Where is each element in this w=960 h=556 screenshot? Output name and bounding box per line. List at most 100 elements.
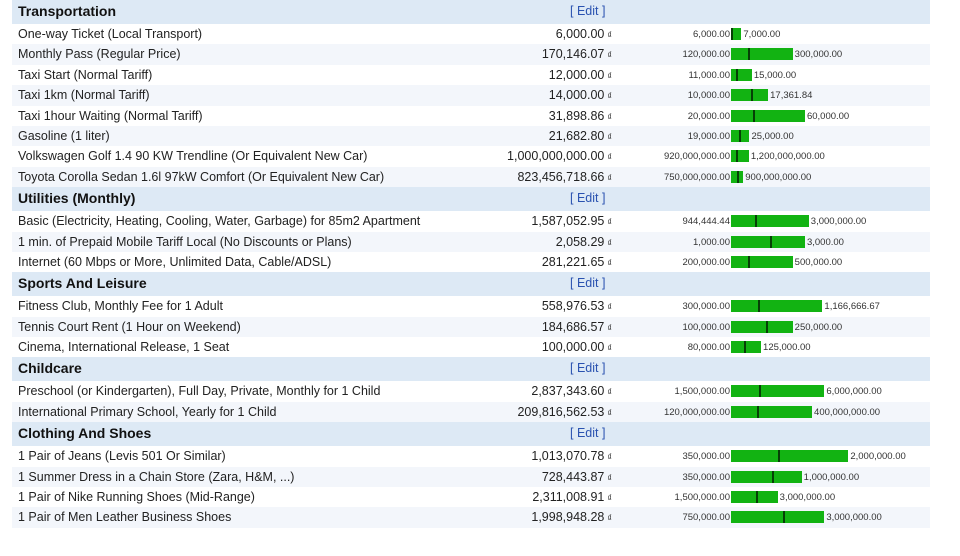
table-row: 1 Summer Dress in a Chain Store (Zara, H… (12, 466, 930, 488)
price-value: 558,976.53 (541, 299, 605, 314)
range-min: 19,000.00 (687, 130, 730, 142)
range-marker (756, 405, 759, 418)
item-name: 1 Pair of Men Leather Business Shoes (18, 510, 232, 525)
item-name: Fitness Club, Monthly Fee for 1 Adult (18, 299, 223, 314)
range-max: 3,000,000.00 (810, 216, 867, 228)
range-marker (737, 170, 739, 183)
currency-symbol: ₫ (607, 472, 612, 483)
currency-symbol: ₫ (607, 257, 612, 268)
range-marker (758, 385, 761, 398)
range-bar (731, 491, 778, 504)
range-max: 7,000.00 (743, 29, 781, 40)
range-marker (758, 300, 761, 313)
currency-symbol: ₫ (607, 387, 612, 398)
item-name: Cinema, International Release, 1 Seat (18, 340, 230, 355)
item-price: 170,146.07 ₫ (542, 47, 612, 61)
range-max: 3,000.00 (806, 236, 844, 248)
range-bar (731, 215, 809, 228)
range-marker (736, 150, 739, 163)
range-marker (770, 235, 773, 248)
item-price: 31,898.86 ₫ (549, 109, 612, 123)
item-price: 823,456,718.66 ₫ (517, 170, 612, 184)
item-price: 281,221.65 ₫ (542, 255, 612, 269)
item-name: Volkswagen Golf 1.4 90 KW Trendline (Or … (18, 149, 368, 164)
currency-symbol: ₫ (607, 493, 612, 504)
price-value: 2,311,008.91 (532, 490, 605, 505)
price-value: 1,013,070.78 (531, 449, 605, 464)
range-marker (731, 28, 733, 40)
range-marker (772, 470, 775, 483)
edit-link[interactable]: [ Edit ] (570, 191, 606, 206)
price-range: 944,444.44 3,000,000.00 (632, 211, 932, 231)
range-min: 1,000.00 (693, 236, 730, 248)
currency-symbol: ₫ (607, 70, 612, 81)
range-marker (755, 215, 758, 228)
range-min: 350,000.00 (682, 471, 730, 483)
item-name: 1 min. of Prepaid Mobile Tariff Local (N… (18, 234, 352, 249)
range-bar (731, 170, 744, 183)
table-row: Gasoline (1 liter) 21,682.80 ₫ 19,000.00 25,… (12, 125, 930, 147)
price-range: 120,000,000.00 400,000,000.00 (632, 402, 932, 422)
price-range: 11,000.00 15,000.00 (632, 65, 932, 85)
item-name: Taxi 1hour Waiting (Normal Tariff) (18, 108, 203, 123)
item-name: Taxi 1km (Normal Tariff) (18, 88, 150, 103)
currency-symbol: ₫ (607, 237, 612, 248)
range-bar (731, 320, 793, 333)
currency-symbol: ₫ (607, 152, 612, 163)
category-header: Childcare [ Edit ] (12, 357, 930, 382)
item-name: Monthly Pass (Regular Price) (18, 47, 181, 62)
range-marker (736, 68, 739, 81)
table-row: Taxi Start (Normal Tariff) 12,000.00 ₫ 11,0… (12, 65, 930, 85)
item-price: 100,000.00 ₫ (542, 340, 612, 354)
range-min: 11,000.00 (688, 69, 730, 81)
price-value: 1,998,948.28 (531, 510, 605, 525)
edit-link[interactable]: [ Edit ] (570, 276, 606, 291)
range-min: 920,000,000.00 (663, 151, 730, 163)
range-max: 1,000,000.00 (803, 471, 860, 483)
price-range: 350,000.00 2,000,000.00 (632, 446, 932, 466)
range-max: 15,000.00 (753, 69, 797, 81)
table-row: Fitness Club, Monthly Fee for 1 Adult 558… (12, 296, 930, 316)
range-marker (752, 109, 755, 122)
edit-link[interactable]: [ Edit ] (570, 361, 606, 376)
price-table: Transportation [ Edit ] One-way Ticket (Lo… (12, 0, 930, 528)
range-min: 6,000.00 (693, 29, 730, 40)
table-row: Taxi 1hour Waiting (Normal Tariff) 31,898… (12, 106, 930, 126)
item-price: 209,816,562.53 ₫ (517, 405, 612, 419)
range-bar (731, 68, 752, 81)
item-name: Toyota Corolla Sedan 1.6l 97kW Comfort (… (18, 169, 385, 184)
category-title: Clothing And Shoes (18, 425, 152, 442)
currency-symbol: ₫ (607, 513, 612, 524)
range-bar (731, 48, 793, 61)
range-max: 300,000.00 (794, 49, 843, 61)
edit-link[interactable]: [ Edit ] (570, 4, 606, 18)
range-min: 120,000.00 (682, 49, 730, 61)
item-price: 2,311,008.91 ₫ (532, 490, 612, 504)
range-min: 100,000.00 (682, 321, 730, 333)
price-range: 300,000.00 1,166,666.67 (632, 296, 932, 316)
range-max: 125,000.00 (763, 342, 811, 354)
range-max: 1,166,666.67 (824, 301, 880, 313)
price-range: 120,000.00 300,000.00 (632, 44, 932, 64)
item-name: Gasoline (1 liter) (18, 128, 110, 143)
category-title: Utilities (Monthly) (18, 190, 136, 207)
range-max: 3,000,000.00 (779, 492, 836, 504)
range-max: 2,000,000.00 (850, 451, 906, 463)
range-bar (731, 109, 805, 122)
range-marker (751, 89, 754, 102)
table-row: Taxi 1km (Normal Tariff) 14,000.00 ₫ 10,000… (12, 85, 932, 106)
range-bar (731, 255, 793, 268)
price-range: 10,000.00 17,361.84 (632, 85, 932, 105)
edit-link[interactable]: [ Edit ] (570, 426, 606, 441)
range-max: 3,000,000.00 (826, 512, 882, 524)
item-name: One-way Ticket (Local Transport) (18, 27, 203, 41)
price-range: 1,000.00 3,000.00 (632, 232, 932, 252)
item-name: Basic (Electricity, Heating, Cooling, Wa… (18, 214, 421, 229)
table-row: 1 min. of Prepaid Mobile Tariff Local (N… (12, 231, 932, 252)
price-value: 184,686.57 (541, 319, 605, 334)
price-range: 1,500,000.00 3,000,000.00 (632, 487, 932, 507)
range-min: 1,500,000.00 (674, 386, 730, 398)
table-row: Internet (60 Mbps or More, Unlimited Dat… (12, 252, 930, 272)
category-title: Transportation (18, 3, 117, 19)
price-value: 6,000.00 (555, 27, 605, 41)
